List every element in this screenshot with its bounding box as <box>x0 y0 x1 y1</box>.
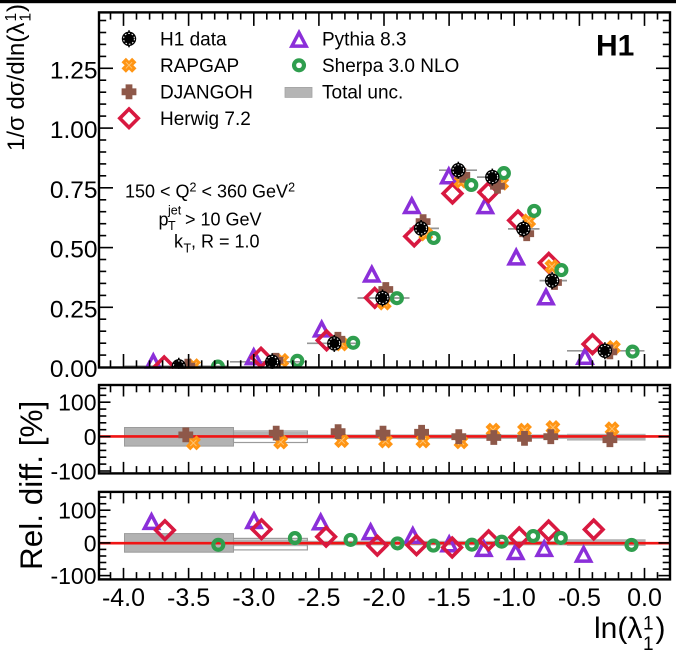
svg-text:Rel. diff. [%]: Rel. diff. [%] <box>13 401 49 570</box>
svg-text:1.25: 1.25 <box>50 57 98 84</box>
svg-text:Sherpa 3.0 NLO: Sherpa 3.0 NLO <box>322 56 459 77</box>
svg-text:100: 100 <box>58 498 96 524</box>
svg-text:0: 0 <box>84 424 97 450</box>
svg-text:Pythia 8.3: Pythia 8.3 <box>322 30 407 51</box>
svg-text:-1.0: -1.0 <box>493 584 536 612</box>
svg-text:Herwig 7.2: Herwig 7.2 <box>160 109 251 130</box>
svg-text:jet: jet <box>167 204 182 218</box>
svg-text:-4.0: -4.0 <box>102 584 145 612</box>
svg-text:H1 data: H1 data <box>160 30 227 51</box>
svg-text:T: T <box>184 242 192 256</box>
svg-text:T: T <box>168 219 176 233</box>
svg-text:): ) <box>3 4 30 12</box>
svg-text:1: 1 <box>18 13 35 22</box>
svg-text:0.00: 0.00 <box>50 356 98 383</box>
svg-text:150 < Q2 < 360 GeV2: 150 < Q2 < 360 GeV2 <box>125 181 295 202</box>
svg-text:p: p <box>159 210 169 230</box>
svg-text:-100: -100 <box>50 458 96 484</box>
svg-text:Total unc.: Total unc. <box>322 83 403 104</box>
svg-text:DJANGOH: DJANGOH <box>160 83 253 104</box>
svg-text:1: 1 <box>3 13 20 22</box>
svg-text:RAPGAP: RAPGAP <box>160 56 239 77</box>
svg-text:1/σ dσ/dln(λ: 1/σ dσ/dln(λ <box>3 23 30 151</box>
svg-text:-3.0: -3.0 <box>232 584 275 612</box>
svg-text:ln(λ: ln(λ <box>594 612 642 645</box>
svg-text:100: 100 <box>58 390 96 416</box>
svg-text:0.75: 0.75 <box>50 177 98 204</box>
svg-text:): ) <box>656 612 666 645</box>
svg-text:0.25: 0.25 <box>50 296 98 323</box>
svg-text:-2.0: -2.0 <box>362 584 405 612</box>
svg-text:-0.5: -0.5 <box>558 584 601 612</box>
svg-text:-3.5: -3.5 <box>167 584 210 612</box>
svg-text:> 10 GeV: > 10 GeV <box>185 210 262 230</box>
svg-text:-100: -100 <box>50 563 96 589</box>
svg-text:0.50: 0.50 <box>50 237 98 264</box>
svg-text:k: k <box>174 232 184 252</box>
svg-text:, R = 1.0: , R = 1.0 <box>191 232 260 252</box>
svg-text:1: 1 <box>643 614 654 635</box>
svg-text:-2.5: -2.5 <box>297 584 340 612</box>
svg-text:1.00: 1.00 <box>50 117 98 144</box>
svg-text:H1: H1 <box>596 30 634 63</box>
svg-text:0: 0 <box>84 530 97 556</box>
svg-text:-1.5: -1.5 <box>428 584 471 612</box>
svg-text:1: 1 <box>643 634 654 655</box>
svg-text:0.0: 0.0 <box>627 584 662 612</box>
